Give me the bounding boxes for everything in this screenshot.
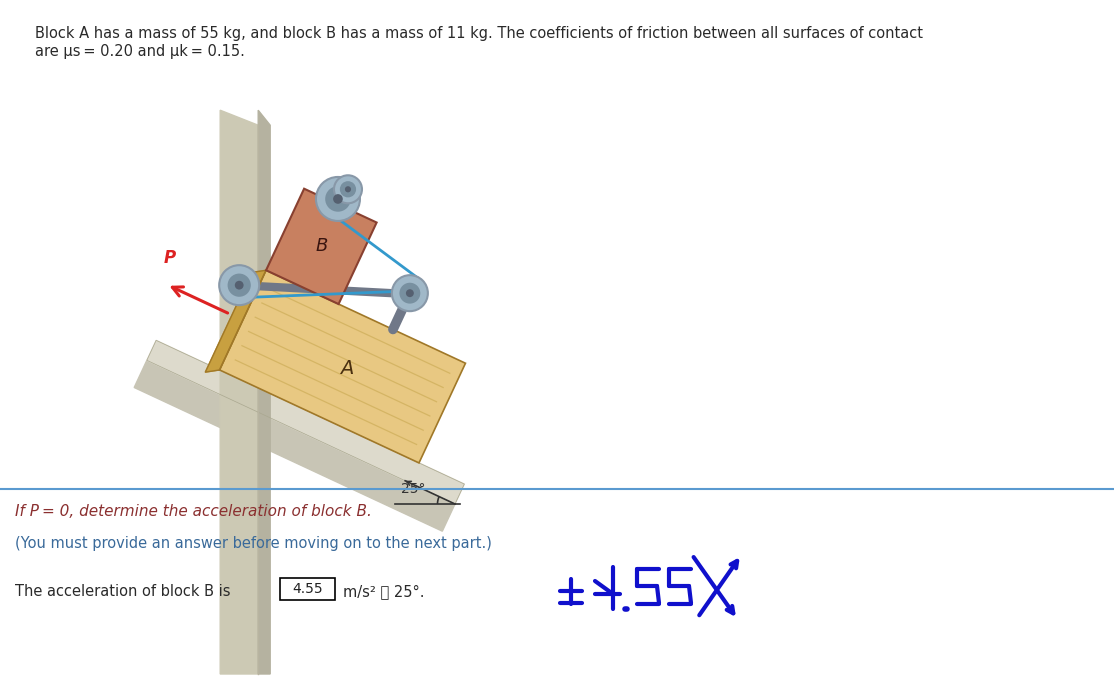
Bar (280, 578, 335, 600)
Circle shape (219, 265, 260, 305)
Circle shape (345, 186, 351, 192)
Polygon shape (221, 110, 258, 674)
Polygon shape (205, 270, 266, 372)
Circle shape (392, 275, 428, 311)
Text: (You must provide an answer before moving on to the next part.): (You must provide an answer before movin… (14, 536, 492, 551)
Circle shape (235, 280, 244, 289)
Text: m/s² ⩟ 25°.: m/s² ⩟ 25°. (343, 584, 424, 599)
Circle shape (400, 282, 420, 304)
Text: If P = 0, determine the acceleration of block B.: If P = 0, determine the acceleration of … (14, 504, 372, 519)
Polygon shape (219, 270, 466, 463)
Text: 25°: 25° (401, 482, 426, 496)
Polygon shape (134, 360, 455, 531)
Text: Block A has a mass of 55 kg, and block B has a mass of 11 kg. The coefficients o: Block A has a mass of 55 kg, and block B… (35, 26, 924, 41)
Text: A: A (340, 359, 353, 378)
Text: are μs = 0.20 and μk = 0.15.: are μs = 0.20 and μk = 0.15. (35, 44, 245, 59)
Circle shape (340, 181, 356, 198)
Polygon shape (258, 110, 271, 674)
Circle shape (334, 175, 362, 203)
Text: The acceleration of block B is: The acceleration of block B is (14, 584, 231, 599)
Text: P: P (164, 249, 176, 267)
Text: 4.55: 4.55 (292, 582, 323, 596)
Circle shape (316, 177, 360, 221)
Polygon shape (266, 189, 377, 304)
Circle shape (333, 194, 343, 204)
Circle shape (325, 186, 351, 212)
Circle shape (405, 289, 413, 297)
Circle shape (227, 274, 251, 297)
Text: B: B (315, 237, 328, 255)
Polygon shape (147, 341, 465, 504)
